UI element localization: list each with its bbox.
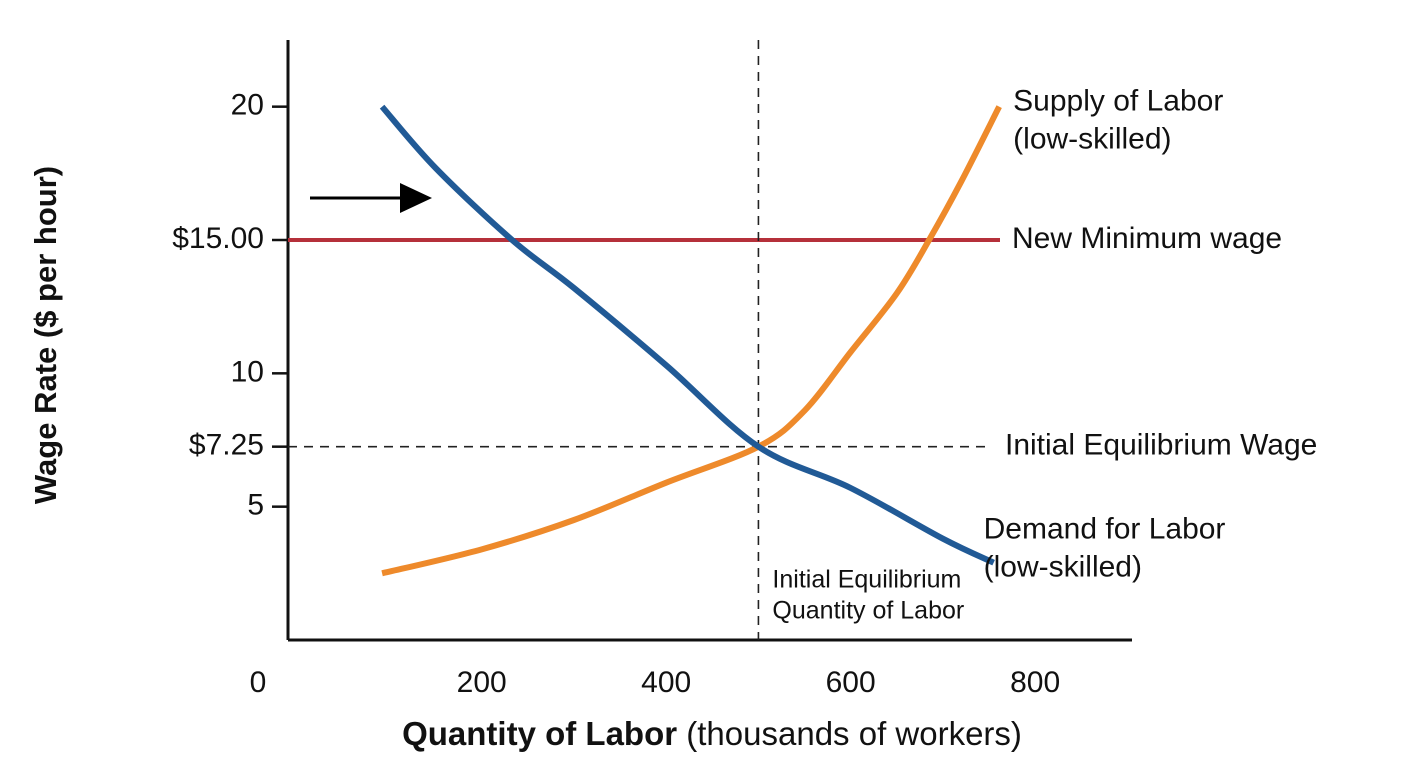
series-label: Supply of Labor [1013, 85, 1223, 118]
series-label: Demand for Labor [984, 513, 1226, 546]
x-tick-label: 200 [457, 666, 507, 699]
y-axis-label: Wage Rate ($ per hour) [28, 166, 63, 504]
x-tick-label: 600 [826, 666, 876, 699]
x-axis-label-bold: Quantity of Labor [402, 715, 677, 752]
x-tick-label: 400 [641, 666, 691, 699]
y-tick-label: 5 [247, 489, 264, 522]
series-line [381, 105, 1002, 577]
reference-label: New Minimum wage [1012, 222, 1282, 255]
series-line [379, 104, 995, 566]
y-tick-label: 20 [231, 89, 264, 122]
x-tick-label: 0 [250, 666, 267, 699]
reference-label: Initial Equilibrium [772, 566, 961, 594]
y-tick-label: $7.25 [189, 429, 264, 462]
series-label: (low-skilled) [1013, 123, 1171, 156]
x-axis-label: Quantity of Labor (thousands of workers) [402, 715, 1022, 752]
x-tick-label: 800 [1010, 666, 1060, 699]
reference-label: Quantity of Labor [772, 597, 964, 625]
x-axis-label-rest: (thousands of workers) [686, 715, 1022, 752]
series-label: (low-skilled) [984, 551, 1142, 584]
shift-arrow [310, 183, 432, 213]
reference-label: Initial Equilibrium Wage [1005, 429, 1317, 462]
y-tick-label: $15.00 [172, 222, 264, 255]
y-tick-label: 10 [231, 355, 264, 388]
